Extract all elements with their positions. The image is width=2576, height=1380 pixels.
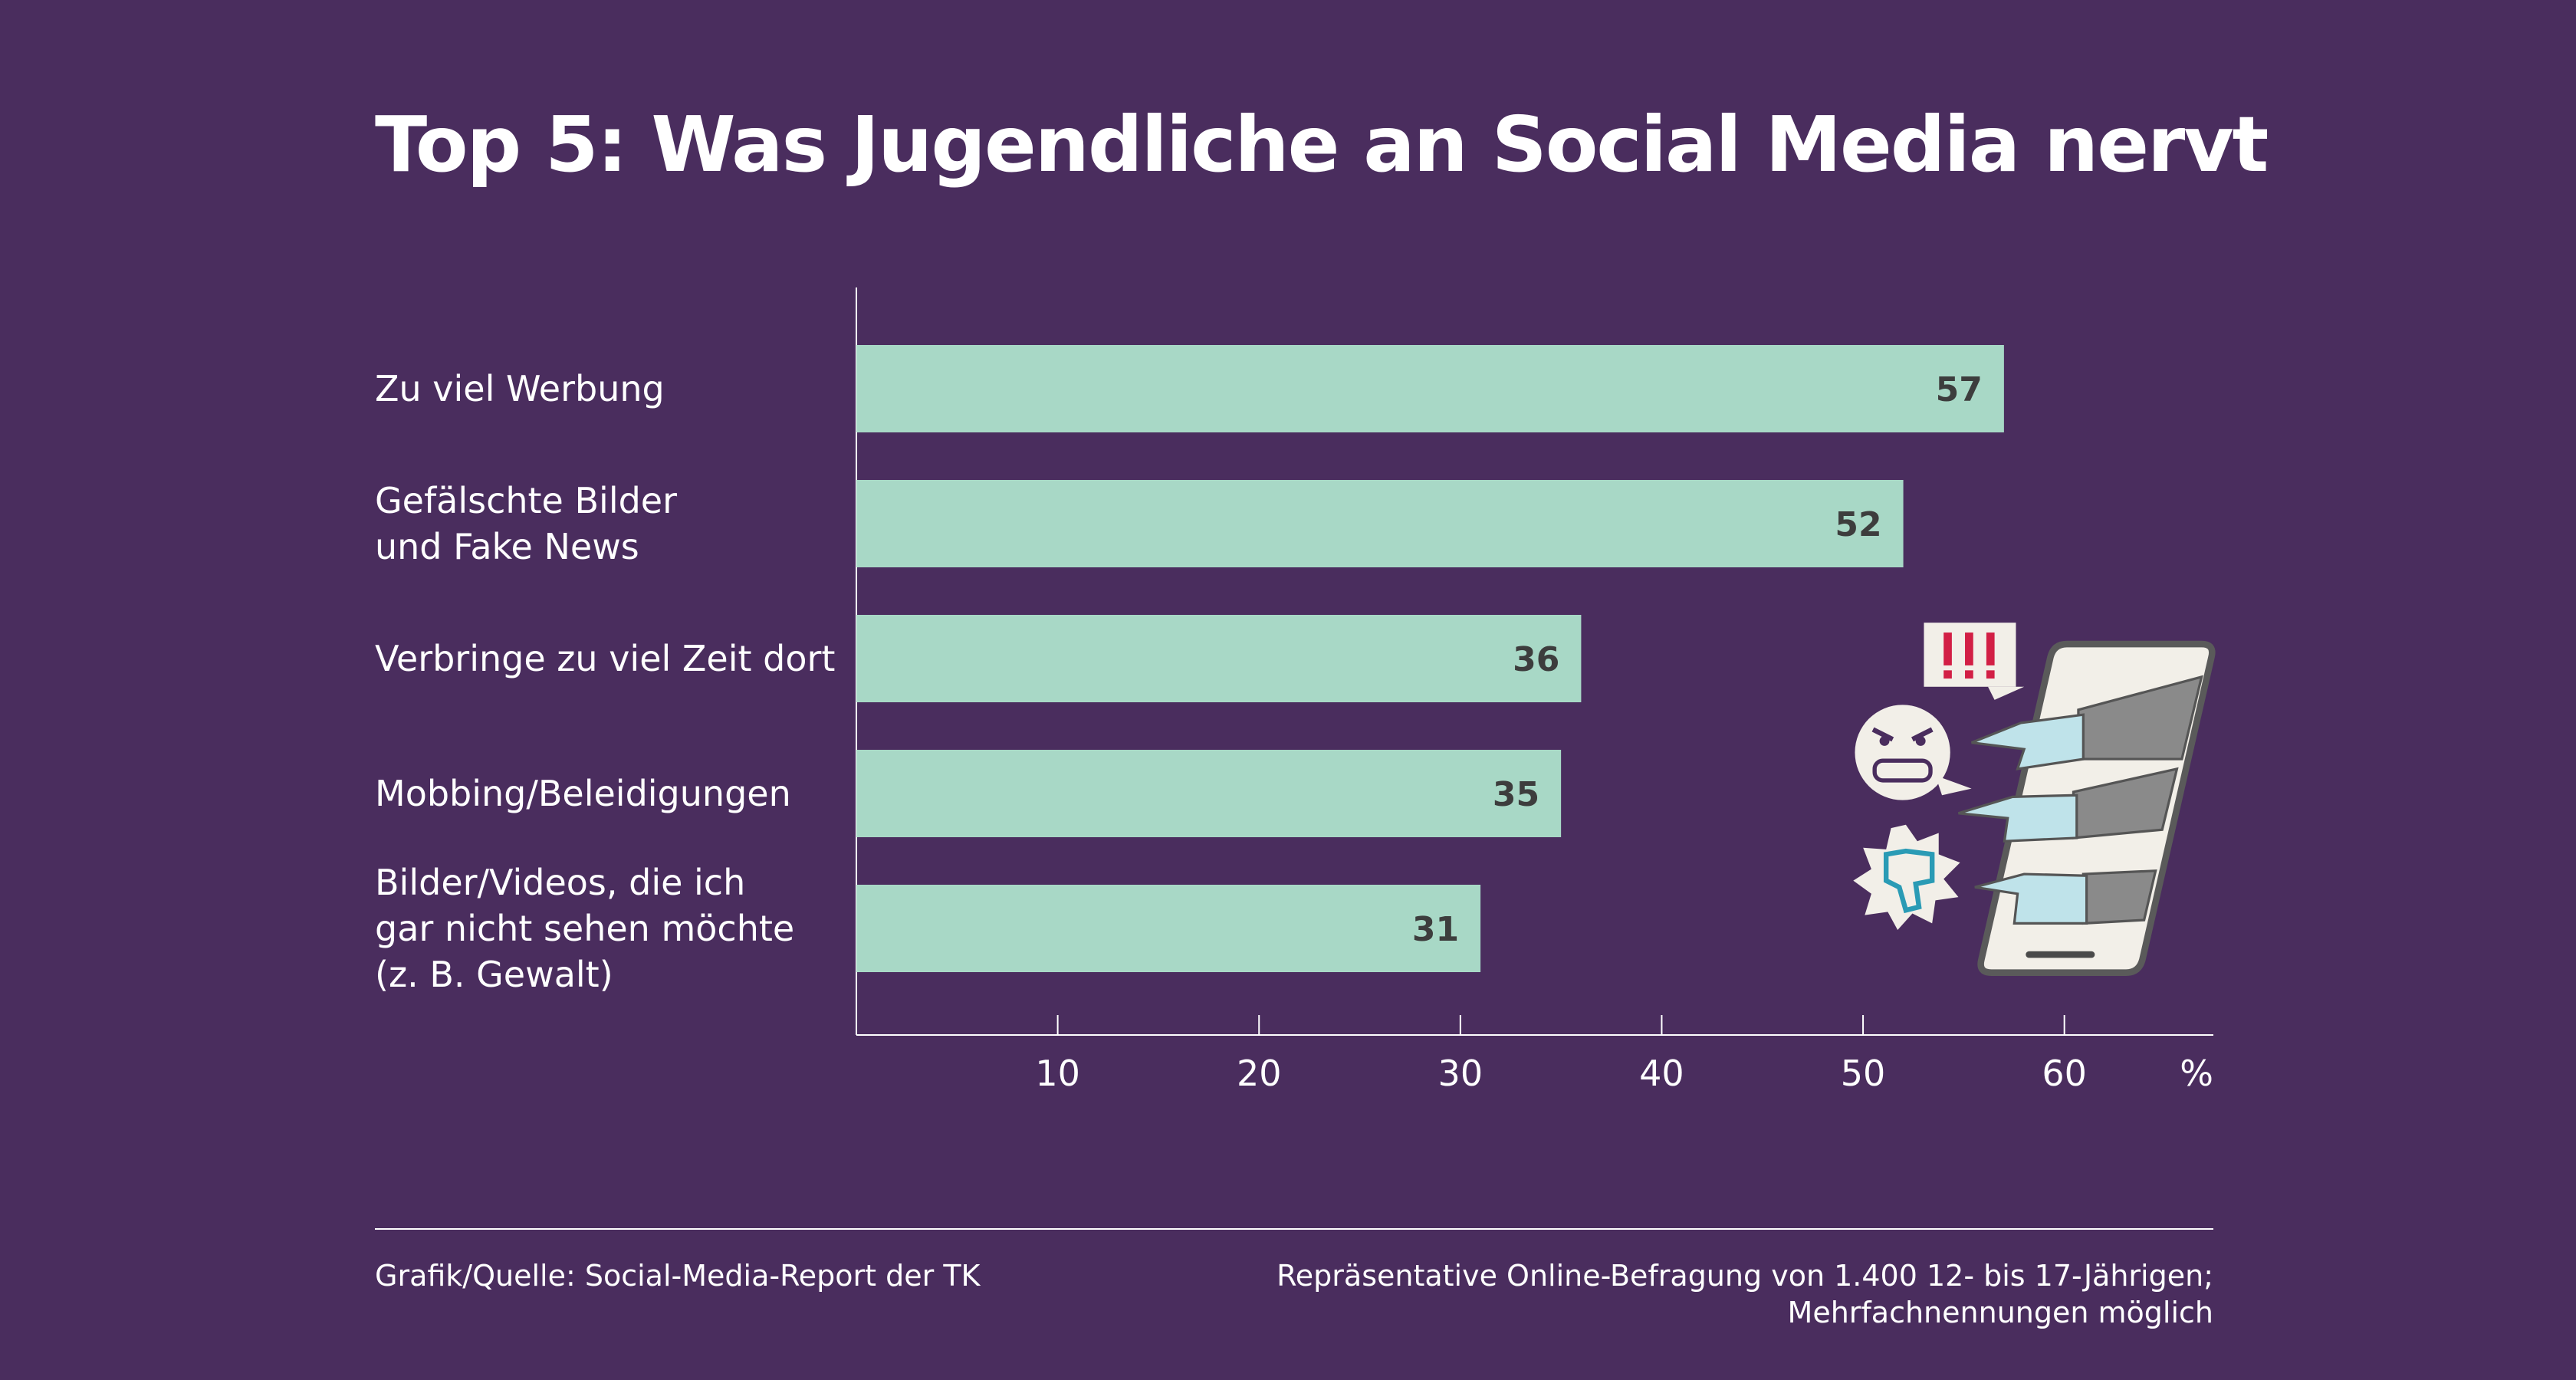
brows xyxy=(1871,727,1934,742)
value-label: 35 xyxy=(1493,775,1539,814)
value-label: 36 xyxy=(1513,640,1559,679)
eye xyxy=(1879,736,1890,746)
source: Grafik/Quelle: Social-Media-Report der T… xyxy=(375,1259,981,1293)
x-tick-label: 60 xyxy=(2042,1053,2087,1094)
note: Repräsentative Online-Befragung von 1.40… xyxy=(1276,1259,2213,1329)
bar xyxy=(856,885,1481,972)
exclamation xyxy=(1944,632,1995,679)
starburst xyxy=(1853,824,1960,930)
value-label: 57 xyxy=(1936,370,1983,409)
illustration xyxy=(1853,623,2216,976)
x-tick-label: 40 xyxy=(1639,1053,1684,1094)
eye xyxy=(1915,736,1926,746)
arm xyxy=(2082,869,2157,925)
phone-button xyxy=(2026,951,2095,958)
x-tick-label: 10 xyxy=(1035,1053,1080,1094)
thumbs-down xyxy=(1883,848,1935,914)
value-label: 52 xyxy=(1835,505,1881,544)
bar xyxy=(856,750,1562,837)
bubble-tail xyxy=(1935,775,1972,796)
hand xyxy=(1974,872,2088,925)
x-tick-label: 50 xyxy=(1841,1053,1886,1094)
chart-title: Top 5: Was Jugendliche an Social Media n… xyxy=(375,100,2269,189)
value-label: 31 xyxy=(1412,910,1459,949)
bar xyxy=(856,480,1904,567)
x-tick-label: 30 xyxy=(1438,1053,1484,1094)
bubble-tail xyxy=(1988,686,2025,700)
angry-face xyxy=(1855,705,1950,800)
category-label: Gefälschte Bilder und Fake News xyxy=(375,480,678,567)
category-label: Verbringe zu viel Zeit dort xyxy=(375,638,836,679)
bar xyxy=(856,615,1582,702)
hand xyxy=(1957,794,2078,843)
category-label: Bilder/Videos, die ich gar nicht sehen m… xyxy=(375,862,795,995)
x-tick-label: 20 xyxy=(1237,1053,1282,1094)
category-label: Zu viel Werbung xyxy=(375,368,665,409)
bar xyxy=(856,345,2004,432)
category-label: Mobbing/Beleidigungen xyxy=(375,773,791,814)
mouth xyxy=(1872,758,1933,783)
x-axis-unit: % xyxy=(2180,1053,2213,1094)
hand xyxy=(1971,713,2085,770)
